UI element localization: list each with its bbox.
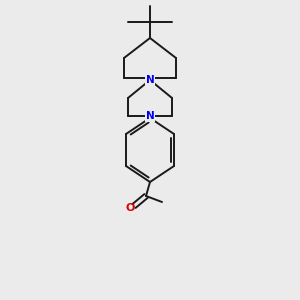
Text: O: O bbox=[125, 203, 135, 213]
Text: N: N bbox=[146, 111, 154, 121]
Text: N: N bbox=[146, 75, 154, 85]
